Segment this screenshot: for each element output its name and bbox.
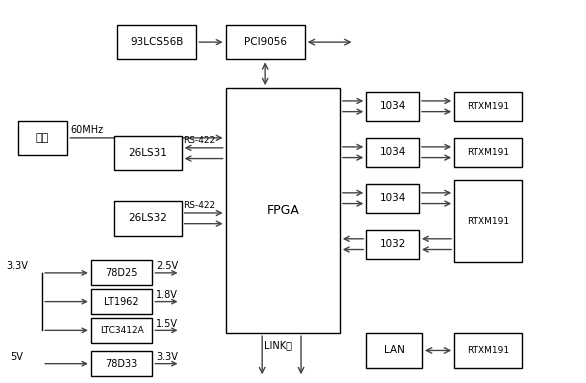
Text: 26LS31: 26LS31: [128, 148, 168, 158]
Text: RTXM191: RTXM191: [467, 102, 509, 111]
FancyBboxPatch shape: [226, 25, 305, 59]
Text: 2.5V: 2.5V: [156, 261, 178, 271]
Text: RS-422: RS-422: [183, 201, 216, 210]
Text: FPGA: FPGA: [266, 204, 299, 217]
Text: 5V: 5V: [11, 352, 23, 362]
FancyBboxPatch shape: [114, 136, 182, 170]
Text: PCI9056: PCI9056: [244, 37, 287, 47]
Text: 78D33: 78D33: [105, 358, 138, 369]
Text: RTXM191: RTXM191: [467, 346, 509, 355]
Text: 1034: 1034: [379, 193, 406, 203]
Text: 60MHz: 60MHz: [70, 125, 104, 135]
FancyBboxPatch shape: [454, 180, 522, 262]
FancyBboxPatch shape: [226, 88, 340, 333]
Text: 26LS32: 26LS32: [128, 213, 168, 223]
FancyBboxPatch shape: [454, 92, 522, 121]
FancyBboxPatch shape: [366, 230, 419, 259]
Text: LTC3412A: LTC3412A: [100, 326, 144, 335]
Text: 晶振: 晶振: [36, 133, 49, 143]
FancyBboxPatch shape: [91, 260, 152, 285]
Text: LT1962: LT1962: [104, 296, 139, 307]
Text: 1034: 1034: [379, 101, 406, 111]
Text: 1032: 1032: [379, 239, 406, 249]
Text: 1.8V: 1.8V: [156, 290, 178, 300]
Text: RTXM191: RTXM191: [467, 217, 509, 226]
FancyBboxPatch shape: [366, 138, 419, 167]
FancyBboxPatch shape: [114, 201, 182, 236]
Text: 1034: 1034: [379, 147, 406, 157]
FancyBboxPatch shape: [117, 25, 196, 59]
FancyBboxPatch shape: [366, 92, 419, 121]
Text: 78D25: 78D25: [105, 268, 138, 278]
Text: RTXM191: RTXM191: [467, 148, 509, 157]
FancyBboxPatch shape: [91, 351, 152, 376]
Text: RS-422: RS-422: [183, 136, 216, 145]
FancyBboxPatch shape: [366, 184, 419, 213]
FancyBboxPatch shape: [18, 121, 67, 155]
Text: 1.5V: 1.5V: [156, 319, 178, 329]
FancyBboxPatch shape: [454, 333, 522, 368]
FancyBboxPatch shape: [91, 318, 152, 343]
Text: LINK口: LINK口: [264, 340, 292, 350]
Text: 3.3V: 3.3V: [156, 352, 178, 362]
Text: 93LCS56B: 93LCS56B: [130, 37, 183, 47]
Text: LAN: LAN: [384, 345, 404, 355]
Text: 3.3V: 3.3V: [6, 261, 28, 271]
FancyBboxPatch shape: [454, 138, 522, 167]
FancyBboxPatch shape: [91, 289, 152, 314]
FancyBboxPatch shape: [366, 333, 422, 368]
